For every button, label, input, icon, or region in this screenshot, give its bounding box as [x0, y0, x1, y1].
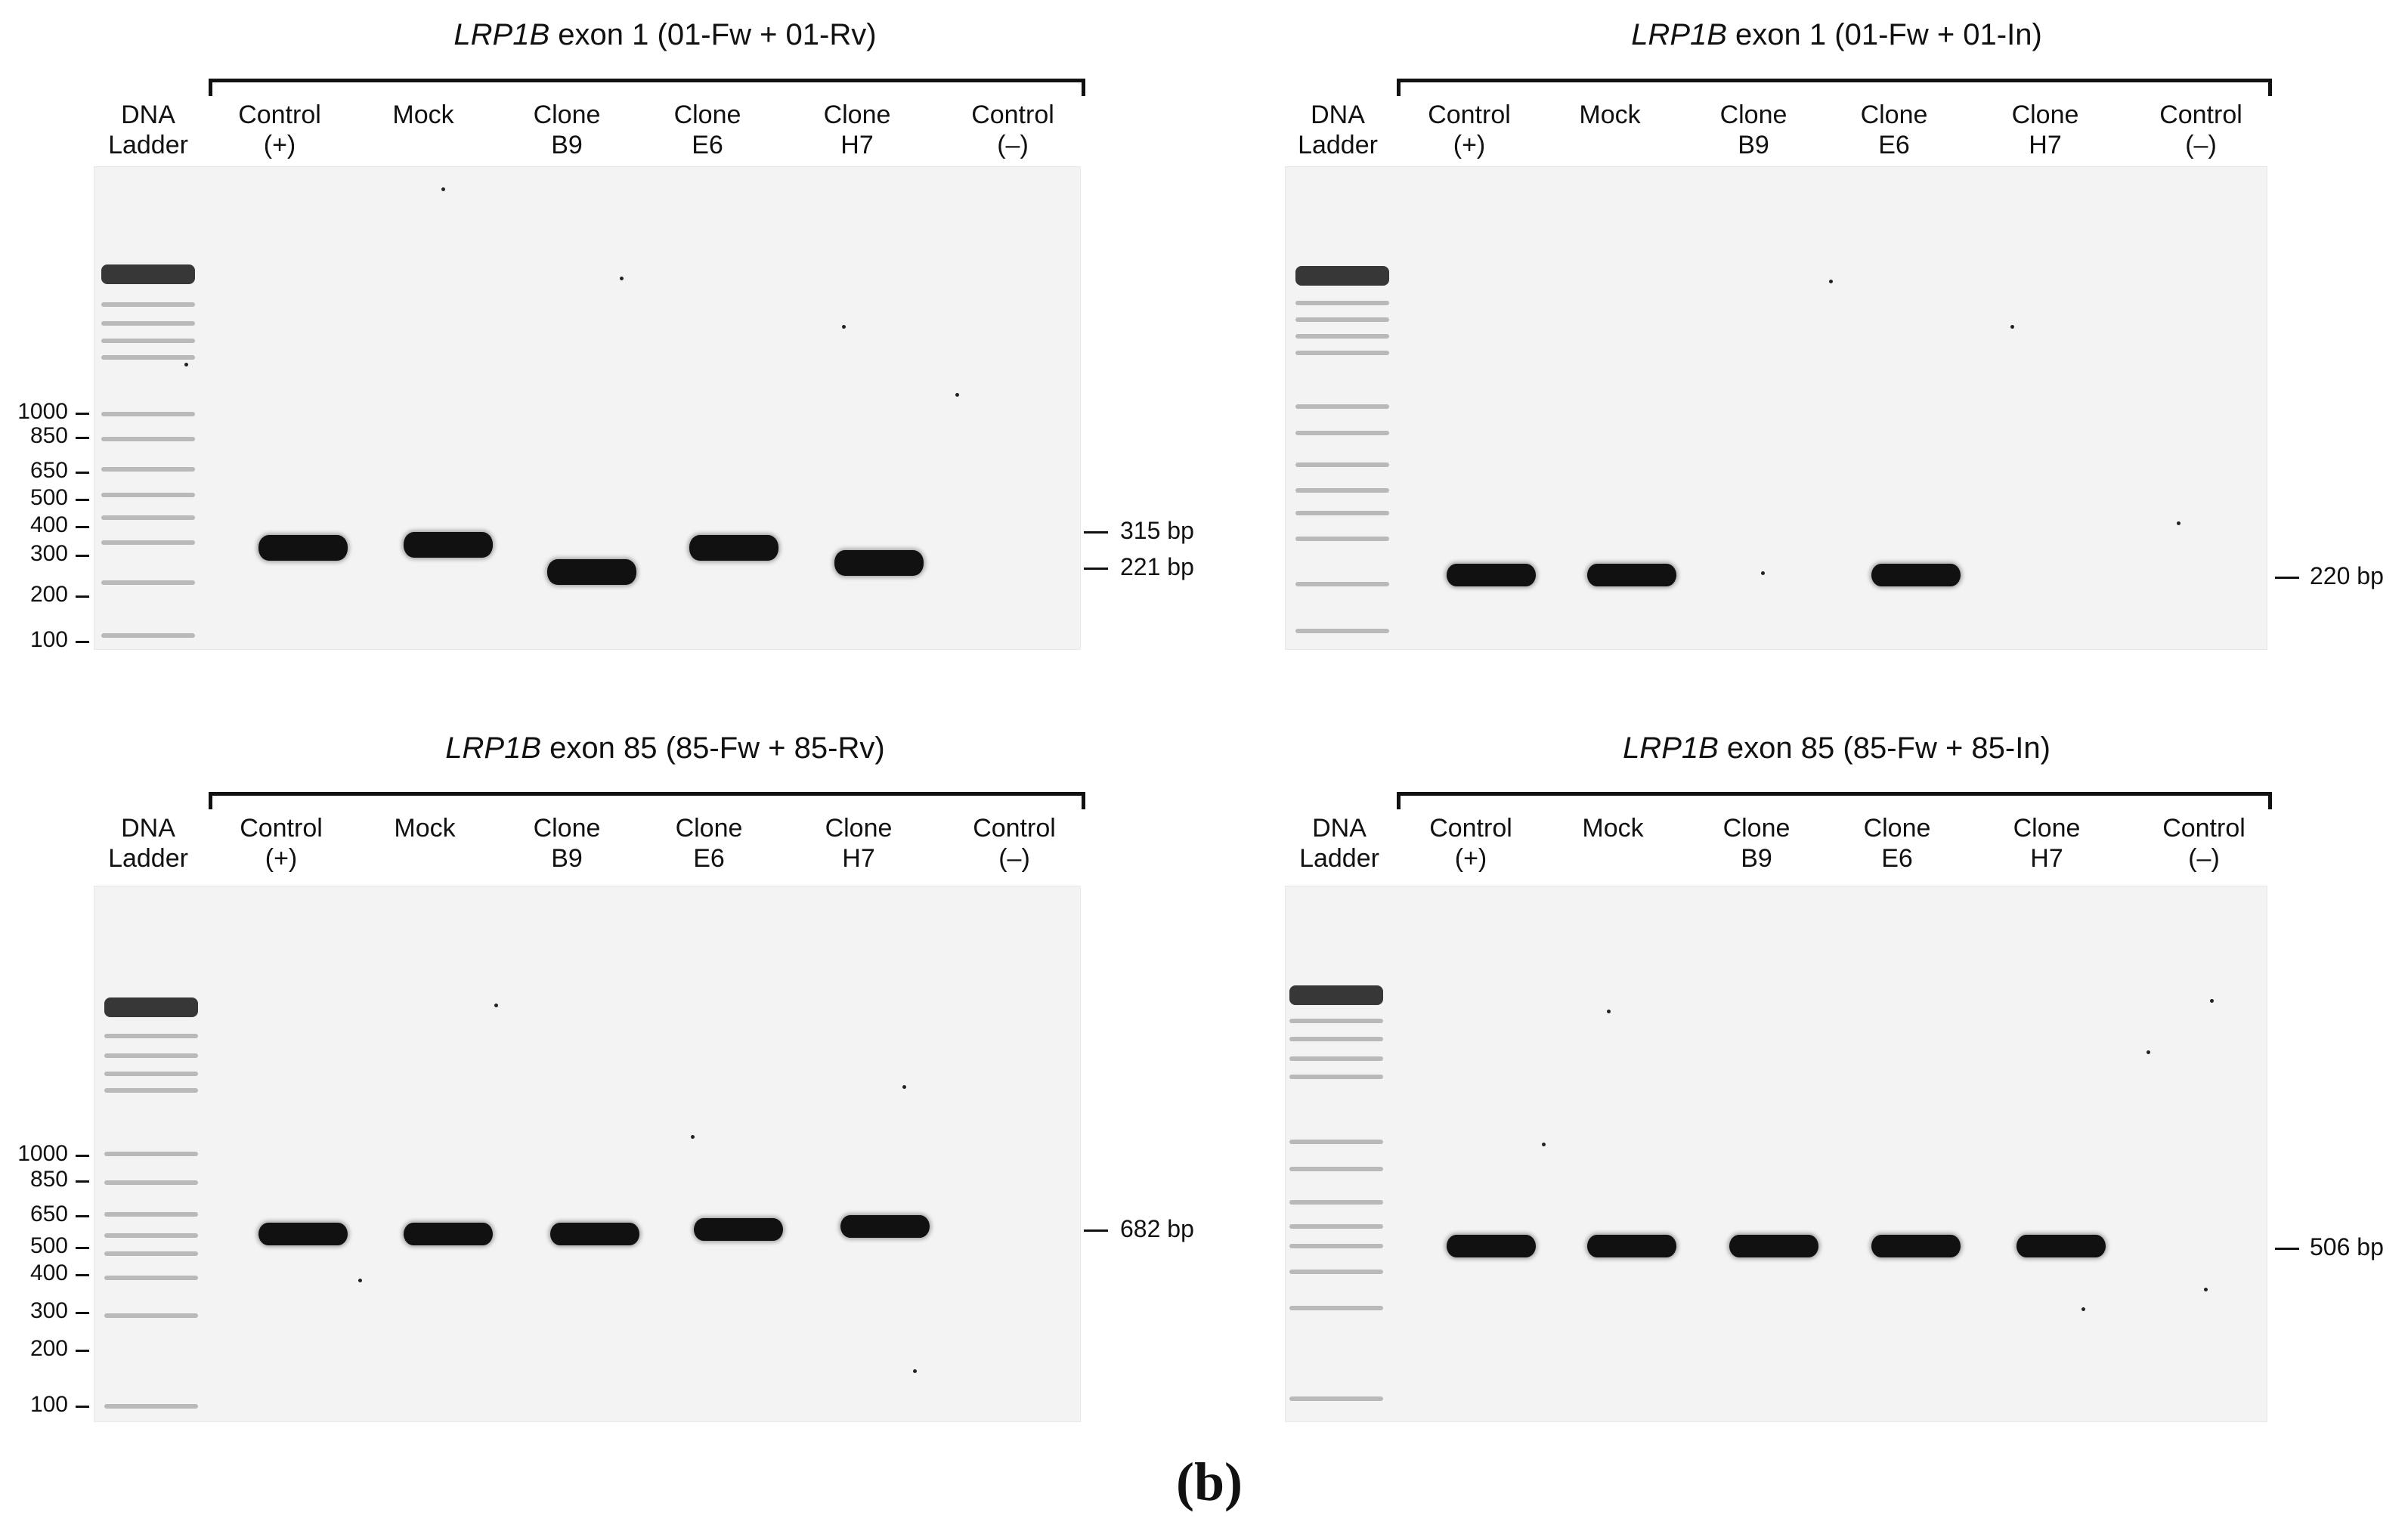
panel-3-bracket	[209, 792, 1085, 809]
band-clone-e6	[694, 1218, 783, 1241]
band-control-plus	[1447, 564, 1536, 586]
figure-caption: (b)	[1176, 1452, 1243, 1512]
scale-400: 400	[29, 1260, 68, 1285]
lane-label-clone-e6: Clone E6	[1860, 101, 1928, 159]
band-clone-b9	[547, 559, 636, 585]
scale-850: 850	[29, 423, 68, 448]
lane-label-clone-h7: Clone H7	[2013, 814, 2081, 873]
lane-label-ladder: DNA Ladder	[1299, 814, 1379, 873]
scale-1000: 1000	[17, 1141, 68, 1166]
size-label-682: 682 bp	[1120, 1215, 1194, 1242]
lane-label-clone-e6: Clone E6	[673, 101, 741, 159]
gel-image-4	[1285, 886, 2267, 1422]
lane-label-clone-e6: Clone E6	[1863, 814, 1931, 873]
gel-image-3	[94, 886, 1081, 1422]
lane-label-control-minus: Control (–)	[2162, 814, 2246, 873]
lane-label-clone-b9: Clone B9	[1722, 814, 1791, 873]
band-mock	[1587, 564, 1676, 586]
band-clone-h7	[840, 1215, 930, 1238]
lane-label-control-minus: Control (–)	[2159, 101, 2242, 159]
lane-label-clone-h7: Clone H7	[2011, 101, 2079, 159]
lane-label-mock: Mock	[1582, 814, 1644, 843]
size-label-315: 315 bp	[1120, 517, 1194, 544]
lane-label-control-plus: Control (+)	[238, 101, 321, 159]
gel-image-2	[1285, 166, 2267, 650]
band-clone-b9	[550, 1223, 639, 1245]
panel-2-title: LRP1B exon 1 (01-Fw + 01-In)	[1631, 18, 2042, 51]
lane-label-mock: Mock	[392, 101, 454, 129]
size-label-506: 506 bp	[2310, 1233, 2384, 1260]
size-label-221: 221 bp	[1120, 553, 1194, 580]
scale-100: 100	[29, 1392, 68, 1417]
panel-2-bracket	[1397, 79, 2272, 96]
lane-label-mock: Mock	[1579, 101, 1641, 129]
lane-label-ladder: DNA Ladder	[108, 814, 188, 873]
scale-850: 850	[29, 1167, 68, 1192]
lane-label-control-plus: Control (+)	[240, 814, 323, 873]
scale-650: 650	[29, 1202, 68, 1226]
band-control-plus	[1447, 1235, 1536, 1257]
band-control-plus	[258, 1223, 348, 1245]
panel-3-title: LRP1B exon 85 (85-Fw + 85-Rv)	[445, 731, 885, 765]
lane-label-clone-h7: Clone H7	[823, 101, 891, 159]
scale-1000: 1000	[17, 399, 68, 424]
band-clone-h7	[2016, 1235, 2106, 1257]
lane-label-control-minus: Control (–)	[971, 101, 1054, 159]
lane-label-ladder: DNA Ladder	[1298, 101, 1378, 159]
lane-label-clone-b9: Clone B9	[1719, 101, 1787, 159]
scale-300: 300	[29, 1298, 68, 1323]
lane-label-clone-h7: Clone H7	[825, 814, 893, 873]
lane-label-clone-e6: Clone E6	[675, 814, 743, 873]
scale-400: 400	[29, 512, 68, 537]
band-control-plus	[258, 535, 348, 561]
lane-label-mock: Mock	[394, 814, 456, 843]
scale-650: 650	[29, 458, 68, 483]
lane-label-ladder: DNA Ladder	[108, 101, 188, 159]
panel-1-bracket	[209, 79, 1085, 96]
lane-label-clone-b9: Clone B9	[533, 101, 601, 159]
band-clone-b9	[1729, 1235, 1818, 1257]
panel-4-bracket	[1397, 792, 2272, 809]
size-label-220: 220 bp	[2310, 562, 2384, 589]
band-clone-e6	[1871, 564, 1961, 586]
band-clone-e6	[689, 535, 778, 561]
scale-300: 300	[29, 541, 68, 566]
scale-500: 500	[29, 485, 68, 510]
band-clone-h7	[834, 550, 924, 576]
band-mock	[404, 532, 493, 558]
panel-4-title: LRP1B exon 85 (85-Fw + 85-In)	[1623, 731, 2051, 765]
lane-label-clone-b9: Clone B9	[533, 814, 601, 873]
band-clone-e6	[1871, 1235, 1961, 1257]
panel-1-title: LRP1B exon 1 (01-Fw + 01-Rv)	[453, 18, 877, 51]
scale-200: 200	[29, 582, 68, 607]
scale-100: 100	[29, 627, 68, 652]
scale-200: 200	[29, 1336, 68, 1361]
band-mock	[404, 1223, 493, 1245]
scale-500: 500	[29, 1233, 68, 1258]
lane-label-control-minus: Control (–)	[973, 814, 1056, 873]
lane-label-control-plus: Control (+)	[1428, 101, 1511, 159]
gel-image-1	[94, 166, 1081, 650]
lane-label-control-plus: Control (+)	[1429, 814, 1512, 873]
band-mock	[1587, 1235, 1676, 1257]
